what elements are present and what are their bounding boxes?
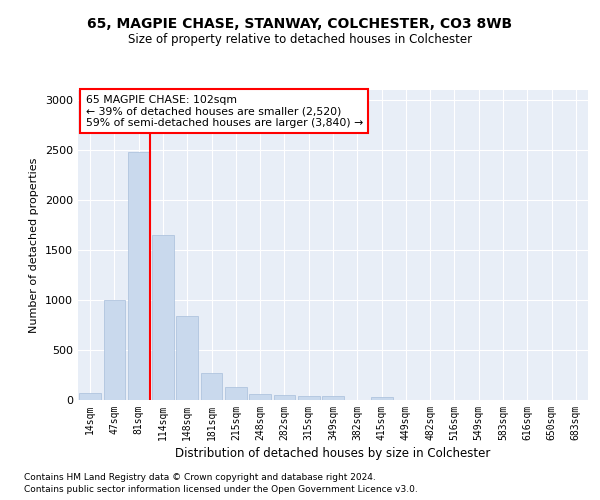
- Bar: [249, 394, 271, 400]
- Bar: [176, 316, 198, 400]
- Bar: [200, 373, 223, 400]
- Bar: [225, 387, 247, 400]
- Bar: [79, 393, 101, 400]
- Text: Size of property relative to detached houses in Colchester: Size of property relative to detached ho…: [128, 32, 472, 46]
- Bar: [274, 395, 295, 400]
- Y-axis label: Number of detached properties: Number of detached properties: [29, 158, 40, 332]
- Bar: [152, 235, 174, 400]
- Text: 65 MAGPIE CHASE: 102sqm
← 39% of detached houses are smaller (2,520)
59% of semi: 65 MAGPIE CHASE: 102sqm ← 39% of detache…: [86, 94, 363, 128]
- Text: Contains HM Land Registry data © Crown copyright and database right 2024.: Contains HM Land Registry data © Crown c…: [24, 472, 376, 482]
- Bar: [298, 396, 320, 400]
- Bar: [104, 300, 125, 400]
- Text: 65, MAGPIE CHASE, STANWAY, COLCHESTER, CO3 8WB: 65, MAGPIE CHASE, STANWAY, COLCHESTER, C…: [88, 18, 512, 32]
- Bar: [371, 397, 392, 400]
- Bar: [322, 396, 344, 400]
- Bar: [128, 152, 149, 400]
- Text: Distribution of detached houses by size in Colchester: Distribution of detached houses by size …: [175, 448, 491, 460]
- Text: Contains public sector information licensed under the Open Government Licence v3: Contains public sector information licen…: [24, 485, 418, 494]
